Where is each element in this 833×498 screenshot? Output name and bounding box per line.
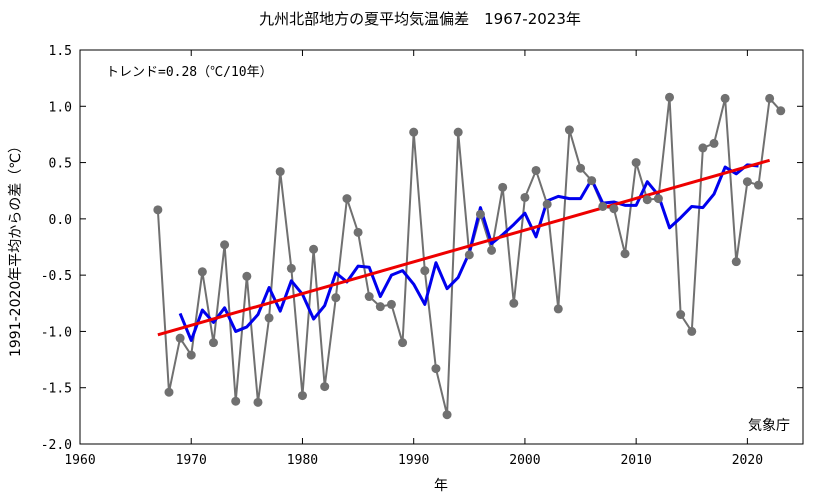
data-point	[220, 240, 230, 250]
data-point	[431, 364, 441, 374]
data-point	[720, 93, 730, 103]
data-point	[531, 165, 541, 175]
data-point	[175, 333, 185, 343]
data-point	[286, 263, 296, 273]
source-label: 気象庁	[748, 418, 790, 434]
data-point	[375, 302, 385, 312]
data-point	[765, 93, 775, 103]
data-point	[453, 127, 463, 137]
y-axis-title: 1991-2020年平均からの差（℃）	[8, 139, 24, 357]
data-point	[153, 205, 163, 215]
data-point	[754, 180, 764, 190]
y-tick-label: 0.0	[49, 213, 72, 228]
x-tick-label: 1970	[176, 453, 207, 468]
data-point	[653, 194, 663, 204]
x-tick-label: 2000	[509, 453, 540, 468]
data-marks	[153, 92, 786, 420]
data-point	[665, 92, 675, 102]
data-point	[609, 204, 619, 214]
data-point	[687, 326, 697, 336]
data-point	[186, 350, 196, 360]
data-point	[231, 396, 241, 406]
trend-line	[157, 158, 771, 337]
data-point	[776, 106, 786, 116]
data-point	[631, 158, 641, 168]
data-point	[442, 410, 452, 420]
x-tick-label: 1990	[398, 453, 429, 468]
data-point	[509, 298, 519, 308]
x-tick-label: 1980	[287, 453, 318, 468]
data-point	[542, 199, 552, 209]
data-point	[698, 143, 708, 153]
data-point	[420, 266, 430, 276]
y-tick-label: -1.5	[41, 382, 72, 397]
data-point	[275, 167, 285, 177]
data-point	[309, 244, 319, 254]
data-point	[164, 387, 174, 397]
x-tick-label: 1960	[64, 453, 95, 468]
data-point	[598, 201, 608, 211]
data-point	[520, 192, 530, 202]
data-point	[676, 310, 686, 320]
data-point	[475, 209, 485, 219]
data-point	[620, 249, 630, 259]
data-point	[342, 194, 352, 204]
y-tick-label: 1.5	[49, 44, 72, 59]
data-point	[576, 163, 586, 173]
y-tick-label: -0.5	[41, 269, 72, 284]
data-point	[498, 182, 508, 192]
data-point	[208, 338, 218, 348]
data-point	[564, 125, 574, 135]
data-point	[386, 299, 396, 309]
data-point	[587, 176, 597, 186]
data-point	[409, 127, 419, 137]
data-point	[464, 250, 474, 260]
data-point	[264, 313, 274, 323]
data-point	[242, 271, 252, 281]
plot-frame	[79, 49, 804, 445]
y-tick-label: 1.0	[49, 100, 72, 115]
x-tick-label: 2020	[732, 453, 763, 468]
y-tick-label: -2.0	[41, 438, 72, 453]
data-point	[253, 397, 263, 407]
data-point	[353, 227, 363, 237]
data-point	[320, 382, 330, 392]
data-point	[331, 293, 341, 303]
data-point	[297, 391, 307, 401]
y-tick-label: 0.5	[49, 157, 72, 172]
data-point	[742, 177, 752, 187]
chart-title: 九州北部地方の夏平均気温偏差 1967-2023年	[259, 10, 581, 28]
x-axis-title: 年	[434, 478, 448, 494]
axis-ticks	[79, 49, 803, 445]
x-tick-label: 2010	[620, 453, 651, 468]
data-point	[197, 267, 207, 277]
trend-label: トレンド=0.28（℃/10年）	[106, 65, 273, 80]
data-point	[364, 292, 374, 302]
y-tick-label: -1.0	[41, 325, 72, 340]
data-point	[553, 304, 563, 314]
data-point	[487, 245, 497, 255]
tick-labels: 1960 1970 1980 1990 2000 2010 2020 -2.0 -1.5 -1.0…	[41, 44, 763, 468]
data-point	[731, 257, 741, 267]
data-point	[398, 338, 408, 348]
data-point	[709, 138, 719, 148]
data-point	[642, 195, 652, 205]
